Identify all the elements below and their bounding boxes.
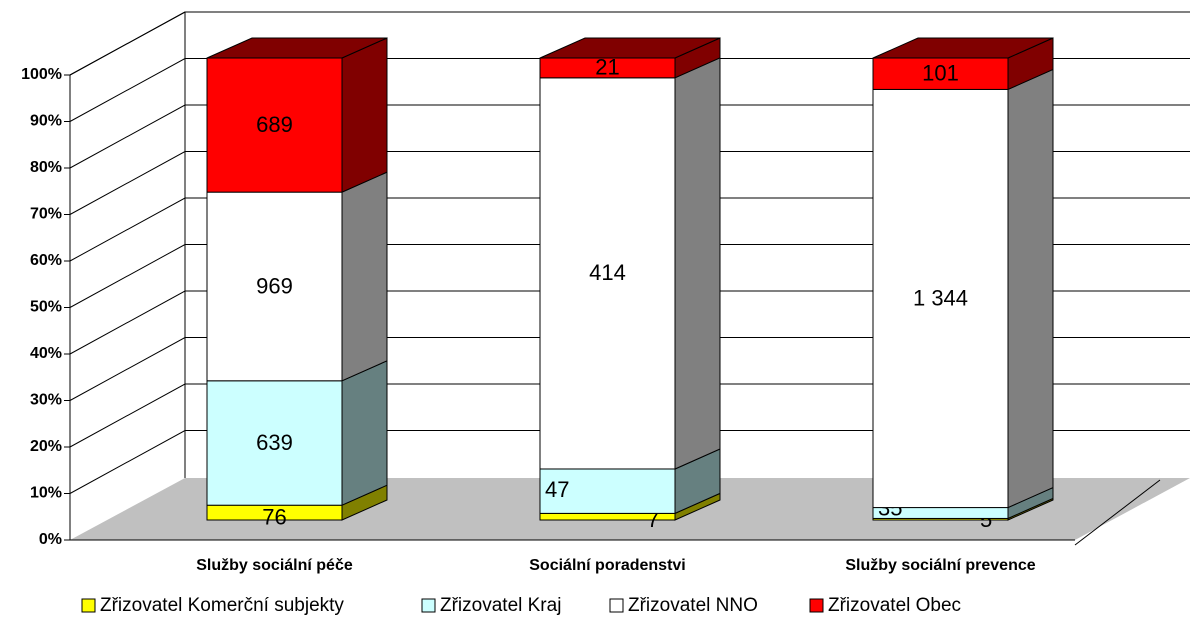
bar-segment xyxy=(539,468,676,514)
bar-segment xyxy=(206,380,343,506)
data-label: 76 xyxy=(262,504,286,529)
legend-swatch xyxy=(609,598,624,613)
data-label: 101 xyxy=(922,61,959,86)
data-label: 21 xyxy=(595,55,619,80)
legend-swatch xyxy=(81,598,96,613)
grid-line xyxy=(69,383,1190,448)
bar-top xyxy=(206,37,388,59)
y-tick-label: 0% xyxy=(39,531,62,548)
grid-line xyxy=(69,58,1190,122)
data-label: 969 xyxy=(256,273,293,298)
grid-line xyxy=(69,151,1190,215)
legend-swatch xyxy=(809,598,824,613)
y-tick-label: 60% xyxy=(30,252,62,269)
x-tick-label: Služby sociální péče xyxy=(196,557,353,574)
bar-side xyxy=(341,360,388,506)
bar-side xyxy=(341,171,388,382)
legend-swatch xyxy=(421,598,436,613)
data-label: 689 xyxy=(256,112,293,137)
grid-line xyxy=(69,430,1190,494)
right-edge xyxy=(1074,479,1161,546)
x-tick-label: Sociální poradenstvi xyxy=(529,557,685,574)
grid-line xyxy=(69,244,1190,308)
bar-side xyxy=(1007,68,1054,509)
bar-top xyxy=(539,37,721,59)
legend-label: Zřizovatel Kraj xyxy=(440,595,561,616)
data-label: 1 344 xyxy=(913,285,968,310)
data-label: 414 xyxy=(589,260,626,285)
y-tick-label: 50% xyxy=(30,299,62,316)
legend-label: Zřizovatel Obec xyxy=(828,595,961,616)
y-tick-label: 40% xyxy=(30,345,62,362)
legend-label: Zřizovatel NNO xyxy=(628,595,758,616)
grid-line xyxy=(69,11,1190,76)
bar-segment xyxy=(539,77,676,470)
legend-label: Zřizovatel Komerční subjekty xyxy=(100,595,344,616)
y-tick-label: 10% xyxy=(30,485,62,502)
grid-line xyxy=(69,337,1190,401)
bar-segment xyxy=(872,57,1009,90)
y-tick-label: 80% xyxy=(30,159,62,176)
y-tick-label: 30% xyxy=(30,392,62,409)
grid-line xyxy=(69,104,1190,169)
bar-segment xyxy=(206,191,343,382)
grid-line xyxy=(69,290,1190,355)
data-label: 639 xyxy=(256,430,293,455)
data-label: 47 xyxy=(545,477,569,502)
y-tick-label: 70% xyxy=(30,206,62,223)
bar-side xyxy=(341,37,388,193)
bar-top xyxy=(872,37,1054,59)
grid-line xyxy=(69,197,1190,262)
bar-side xyxy=(674,57,721,470)
y-tick-label: 90% xyxy=(30,113,62,130)
bar-segment xyxy=(872,88,1009,509)
y-tick-label: 100% xyxy=(21,66,62,83)
y-tick-label: 20% xyxy=(30,438,62,455)
x-tick-label: Služby sociální prevence xyxy=(845,557,1035,574)
